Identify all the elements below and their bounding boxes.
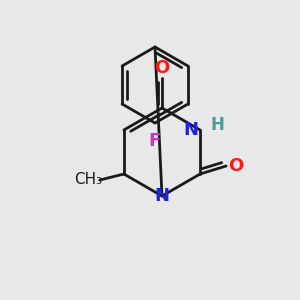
Text: CH₃: CH₃ <box>74 172 102 188</box>
Text: O: O <box>154 59 169 77</box>
Text: H: H <box>210 116 224 134</box>
Text: O: O <box>229 157 244 175</box>
Text: N: N <box>154 187 169 205</box>
Text: N: N <box>183 121 198 139</box>
Text: F: F <box>149 132 161 150</box>
